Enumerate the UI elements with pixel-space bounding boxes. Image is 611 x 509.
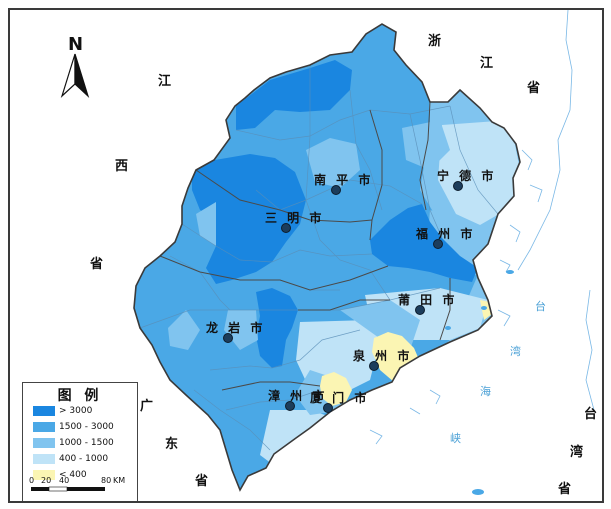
label-guangdong-2: 东 (165, 436, 178, 452)
label-guangdong-1: 广 (140, 398, 153, 414)
legend-swatch (33, 470, 55, 480)
legend: 图 例 > 3000 1500 - 3000 1000 - 1500 400 -… (22, 382, 138, 501)
label-taiwan-3: 省 (557, 481, 571, 497)
city-label-longyan: 龙 岩 市 (206, 320, 265, 335)
legend-label: 1500 - 3000 (59, 422, 114, 432)
legend-item: 1000 - 1500 (33, 437, 114, 449)
sea-label-2: 湾 (510, 344, 521, 358)
scale-tick-20: 20 (41, 476, 51, 485)
city-xiamen[interactable]: 厦 门 市 (310, 390, 369, 413)
legend-title: 图 例 (57, 388, 103, 404)
label-taiwan-2: 湾 (570, 444, 583, 460)
legend-swatch (33, 406, 55, 416)
fujian-map: N 江 西 省 浙 江 省 广 东 省 台 湾 省 台 湾 海 峡 (60, 10, 597, 497)
map-frame: N 江 西 省 浙 江 省 广 东 省 台 湾 省 台 湾 海 峡 (8, 8, 604, 503)
scale-unit: KM (113, 476, 125, 485)
scale-tick-0: 0 (29, 476, 34, 485)
city-label-sanming: 三 明 市 (265, 210, 324, 225)
city-label-fuzhou: 福 州 市 (415, 226, 475, 241)
city-putian[interactable]: 莆 田 市 (398, 292, 457, 315)
city-label-zhangzhou: 漳 州 市 (268, 388, 327, 403)
legend-item: < 400 (33, 469, 87, 481)
legend-swatch (33, 438, 55, 448)
sea-labels: 台 湾 海 峡 (450, 299, 546, 445)
legend-swatch (33, 454, 55, 464)
label-guangdong-3: 省 (194, 473, 208, 489)
sea-label-3: 海 (480, 384, 491, 398)
city-longyan[interactable]: 龙 岩 市 (206, 320, 265, 343)
label-taiwan-1: 台 (584, 406, 597, 422)
label-jiangxi-3: 省 (89, 256, 103, 272)
sea-label-4: 峡 (450, 431, 461, 445)
city-quanzhou[interactable]: 泉 州 市 (353, 348, 412, 371)
city-markers: 南 平 市 宁 德 市 三 明 市 福 州 市 莆 田 市 龙 岩 市 (206, 168, 496, 413)
city-sanming[interactable]: 三 明 市 (265, 210, 324, 233)
scale-bar: 0 20 40 80 KM (29, 476, 125, 492)
islands (445, 270, 514, 495)
label-jiangxi-1: 江 (158, 73, 171, 89)
neighbor-labels: 江 西 省 浙 江 省 广 东 省 台 湾 省 (89, 33, 597, 497)
legend-label: 400 - 1000 (59, 454, 109, 464)
city-label-nanping: 南 平 市 (314, 172, 373, 187)
county-boundaries (139, 65, 499, 451)
north-arrow-icon: N (60, 34, 90, 98)
city-nanping[interactable]: 南 平 市 (314, 172, 373, 195)
legend-item: 400 - 1000 (33, 453, 108, 465)
scale-tick-40: 40 (59, 476, 69, 485)
legend-item: 1500 - 3000 (33, 421, 114, 433)
city-label-quanzhou: 泉 州 市 (353, 348, 412, 363)
scale-tick-80: 80 (101, 476, 111, 485)
city-fuzhou[interactable]: 福 州 市 (415, 226, 475, 249)
legend-label: < 400 (59, 470, 87, 480)
legend-item: > 3000 (33, 405, 92, 417)
city-label-putian: 莆 田 市 (398, 292, 457, 307)
legend-swatch (33, 422, 55, 432)
label-jiangxi-2: 西 (115, 159, 128, 174)
city-boundaries (159, 101, 451, 391)
city-label-ningde: 宁 德 市 (437, 168, 496, 183)
legend-label: > 3000 (59, 406, 93, 416)
label-zhejiang-3: 省 (526, 80, 540, 96)
city-label-xiamen: 厦 门 市 (310, 390, 369, 405)
label-zhejiang-2: 江 (480, 55, 493, 71)
north-label: N (68, 34, 83, 55)
coastline-islands (369, 10, 595, 445)
city-zhangzhou[interactable]: 漳 州 市 (268, 388, 327, 411)
sea-label-1: 台 (535, 299, 546, 313)
city-ningde[interactable]: 宁 德 市 (437, 168, 496, 191)
legend-label: 1000 - 1500 (59, 438, 114, 448)
label-zhejiang-1: 浙 (428, 33, 441, 49)
